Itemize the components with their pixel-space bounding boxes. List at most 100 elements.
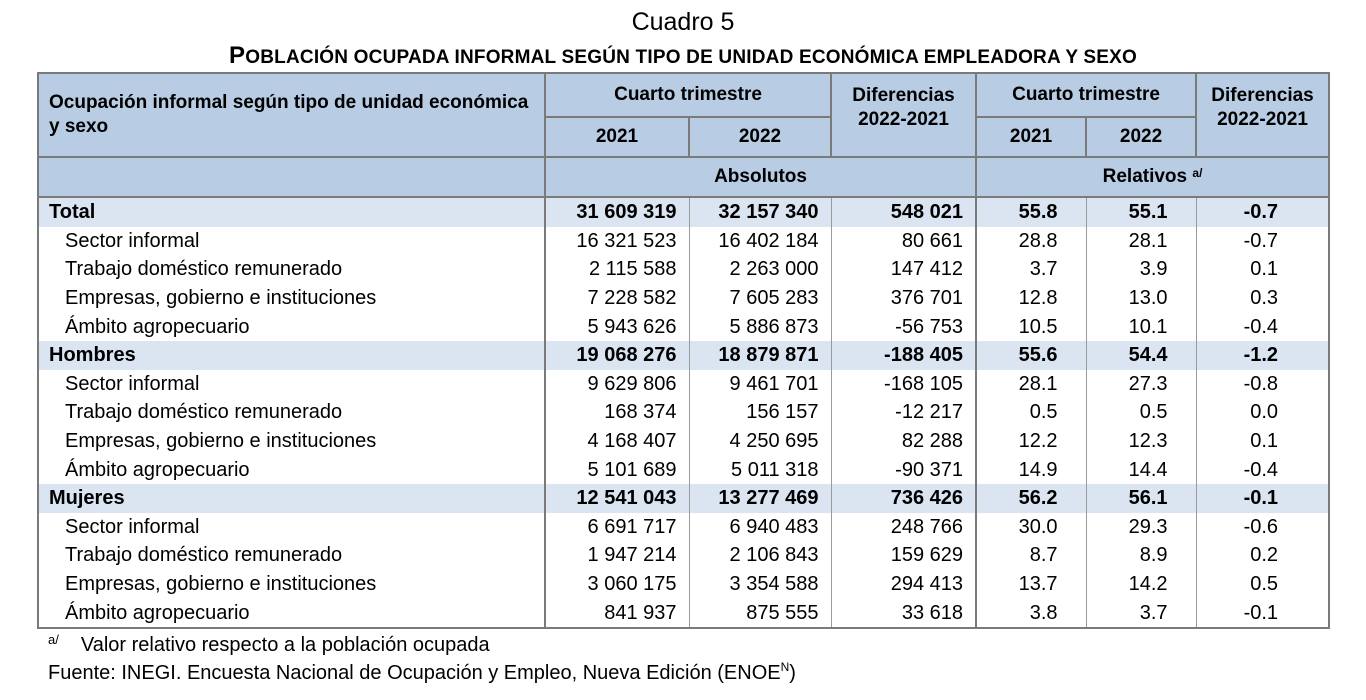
rel-2022-cell: 14.4 bbox=[1085, 455, 1197, 484]
source-text: Fuente: INEGI. Encuesta Nacional de Ocup… bbox=[48, 662, 781, 684]
abs-diff-header-line1: Diferencias bbox=[852, 85, 955, 106]
row-label: Ámbito agropecuario bbox=[37, 312, 546, 341]
rel-diff-cell: -0.1 bbox=[1195, 483, 1330, 513]
header-blank bbox=[37, 157, 546, 198]
rel-2022-cell: 0.5 bbox=[1085, 398, 1197, 427]
rel-2021-cell: 55.6 bbox=[975, 340, 1087, 370]
rel-2022-cell: 27.3 bbox=[1085, 369, 1197, 399]
abs-2022-cell: 18 879 871 bbox=[688, 340, 832, 370]
abs-2021-cell: 31 609 319 bbox=[544, 197, 690, 227]
abs-2022-cell: 2 106 843 bbox=[688, 541, 832, 570]
rel-2021-cell: 56.2 bbox=[975, 483, 1087, 513]
rel-period-header: Cuarto trimestre bbox=[975, 72, 1198, 118]
table-row: Empresas, gobierno e instituciones 7 228 … bbox=[37, 283, 1330, 313]
rel-2022-cell: 10.1 bbox=[1085, 312, 1197, 341]
row-label: Trabajo doméstico remunerado bbox=[37, 255, 546, 284]
row-label: Empresas, gobierno e instituciones bbox=[37, 426, 546, 456]
rel-2022-cell: 54.4 bbox=[1085, 340, 1197, 370]
rel-2021-cell: 0.5 bbox=[975, 398, 1087, 427]
rel-diff-cell: 0.0 bbox=[1195, 398, 1330, 427]
abs-2021-cell: 16 321 523 bbox=[544, 226, 690, 256]
abs-2022-cell: 7 605 283 bbox=[688, 283, 832, 313]
table-row: Trabajo doméstico remunerado 1 947 214 2 1… bbox=[37, 541, 1330, 570]
rel-diff-cell: 0.2 bbox=[1195, 541, 1330, 570]
abs-diff-header: Diferencias 2022-2021 bbox=[830, 72, 978, 158]
rel-2021-cell: 10.5 bbox=[975, 312, 1087, 341]
abs-2021-cell: 2 115 588 bbox=[544, 255, 690, 284]
abs-diff-cell: -12 217 bbox=[830, 398, 977, 427]
abs-period-header: Cuarto trimestre bbox=[543, 72, 833, 118]
table-row: Sector informal 6 691 717 6 940 483 248 766… bbox=[37, 512, 1330, 542]
abs-2022-cell: 13 277 469 bbox=[688, 483, 832, 513]
abs-year-2022: 2022 bbox=[687, 116, 833, 158]
abs-2022-cell: 875 555 bbox=[688, 598, 832, 628]
rel-2021-cell: 28.1 bbox=[975, 369, 1087, 399]
relatives-header-label: Relativos bbox=[1102, 166, 1188, 187]
abs-2021-cell: 4 168 407 bbox=[544, 426, 690, 456]
relatives-note-mark: a/ bbox=[1192, 166, 1203, 180]
row-label: Trabajo doméstico remunerado bbox=[37, 398, 546, 427]
table-row: Trabajo doméstico remunerado 168 374 156 1… bbox=[37, 398, 1330, 427]
abs-2022-cell: 5 886 873 bbox=[688, 312, 832, 341]
rel-diff-cell: 0.1 bbox=[1195, 426, 1330, 456]
row-label: Sector informal bbox=[37, 226, 546, 256]
rel-2022-cell: 55.1 bbox=[1085, 197, 1197, 227]
abs-diff-cell: 736 426 bbox=[830, 483, 977, 513]
row-label: Ámbito agropecuario bbox=[37, 598, 546, 628]
abs-2021-cell: 841 937 bbox=[544, 598, 690, 628]
rel-2021-cell: 3.8 bbox=[975, 598, 1087, 628]
source-note: Fuente: INEGI. Encuesta Nacional de Ocup… bbox=[48, 660, 796, 685]
table-number: Cuadro 5 bbox=[631, 8, 735, 36]
rel-diff-cell: -0.1 bbox=[1195, 598, 1330, 628]
rel-2021-cell: 12.2 bbox=[975, 426, 1087, 456]
abs-2021-cell: 7 228 582 bbox=[544, 283, 690, 313]
rel-2021-cell: 3.7 bbox=[975, 255, 1087, 284]
abs-year-2021: 2021 bbox=[544, 116, 690, 158]
abs-diff-cell: 82 288 bbox=[830, 426, 977, 456]
table-row: Empresas, gobierno e instituciones 3 060 … bbox=[37, 569, 1330, 599]
abs-2021-cell: 9 629 806 bbox=[544, 369, 690, 399]
rel-diff-header: Diferencias 2022-2021 bbox=[1195, 72, 1331, 158]
abs-2021-cell: 5 101 689 bbox=[544, 455, 690, 484]
rel-year-2022: 2022 bbox=[1085, 116, 1198, 158]
rel-2022-cell: 29.3 bbox=[1085, 512, 1197, 542]
rel-2021-cell: 55.8 bbox=[975, 197, 1087, 227]
data-table: Ocupación informal según tipo de unidad … bbox=[37, 72, 1331, 629]
rel-diff-cell: -0.8 bbox=[1195, 369, 1330, 399]
rel-2022-cell: 28.1 bbox=[1085, 226, 1197, 256]
source-superscript: N bbox=[780, 660, 790, 674]
relatives-header: Relativos a/ bbox=[975, 156, 1331, 198]
table-row: Ámbito agropecuario 5 943 626 5 886 873 -56… bbox=[37, 312, 1330, 341]
rel-diff-cell: -0.7 bbox=[1195, 226, 1330, 256]
rel-2022-cell: 56.1 bbox=[1085, 483, 1197, 513]
table-group-row: Mujeres 12 541 043 13 277 469 736 426 56.2 56… bbox=[37, 483, 1330, 513]
rel-diff-cell: -0.6 bbox=[1195, 512, 1330, 542]
abs-diff-cell: -188 405 bbox=[830, 340, 977, 370]
rel-diff-cell: -1.2 bbox=[1195, 340, 1330, 370]
abs-2022-cell: 32 157 340 bbox=[688, 197, 832, 227]
rel-2022-cell: 14.2 bbox=[1085, 569, 1197, 599]
abs-2021-cell: 5 943 626 bbox=[544, 312, 690, 341]
abs-2022-cell: 156 157 bbox=[688, 398, 832, 427]
row-label: Sector informal bbox=[37, 512, 546, 542]
row-label: Empresas, gobierno e instituciones bbox=[37, 569, 546, 599]
table-row: Empresas, gobierno e instituciones 4 168 … bbox=[37, 426, 1330, 456]
table-title: POBLACIÓN OCUPADA INFORMAL SEGÚN TIPO DE… bbox=[0, 42, 1366, 70]
rel-diff-header-line1: Diferencias bbox=[1211, 85, 1314, 106]
rel-2021-cell: 12.8 bbox=[975, 283, 1087, 313]
abs-2021-cell: 168 374 bbox=[544, 398, 690, 427]
footnote-mark: a/ bbox=[48, 632, 59, 647]
abs-2021-cell: 1 947 214 bbox=[544, 541, 690, 570]
row-label-header: Ocupación informal según tipo de unidad … bbox=[37, 72, 546, 158]
rel-2021-cell: 28.8 bbox=[975, 226, 1087, 256]
abs-diff-cell: 33 618 bbox=[830, 598, 977, 628]
rel-diff-cell: 0.3 bbox=[1195, 283, 1330, 313]
rel-diff-cell: -0.7 bbox=[1195, 197, 1330, 227]
row-label: Empresas, gobierno e instituciones bbox=[37, 283, 546, 313]
abs-diff-cell: -90 371 bbox=[830, 455, 977, 484]
abs-2022-cell: 2 263 000 bbox=[688, 255, 832, 284]
abs-diff-header-line2: 2022-2021 bbox=[858, 109, 949, 130]
abs-diff-cell: 376 701 bbox=[830, 283, 977, 313]
abs-diff-cell: 147 412 bbox=[830, 255, 977, 284]
row-label: Mujeres bbox=[37, 483, 546, 513]
